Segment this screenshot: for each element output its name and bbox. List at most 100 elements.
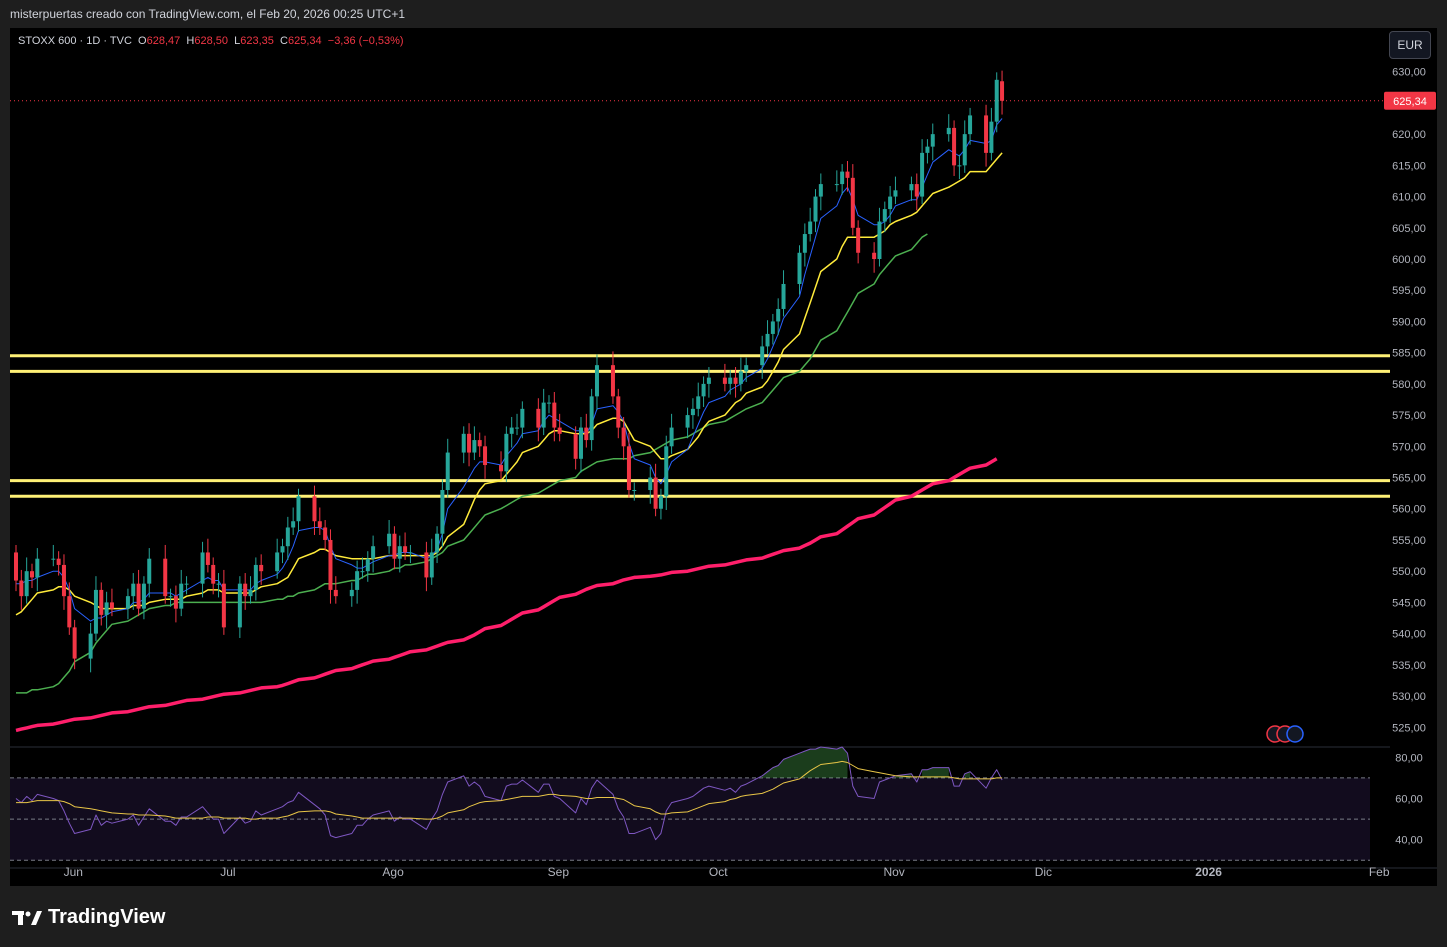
- candle-body: [216, 583, 221, 585]
- price-axis-label: 535,00: [1392, 660, 1426, 672]
- low-value: 623,35: [240, 35, 274, 47]
- chart-canvas[interactable]: 635,00630,00625,00620,00615,00610,00605,…: [10, 28, 1437, 886]
- candle-body: [445, 452, 450, 491]
- price-axis-label: 550,00: [1392, 566, 1426, 578]
- candle-body: [141, 583, 146, 609]
- ema-fast-line: [16, 118, 1003, 622]
- candle-body: [946, 127, 951, 135]
- price-axis-label: 570,00: [1392, 441, 1426, 453]
- candle-body: [285, 527, 290, 547]
- time-axis-label: Dic: [1035, 865, 1052, 879]
- price-axis-label: 565,00: [1392, 473, 1426, 485]
- price-axis-label: 555,00: [1392, 535, 1426, 547]
- candle-body: [914, 184, 919, 197]
- candle-body: [930, 134, 935, 147]
- price-axis-label: 610,00: [1392, 192, 1426, 204]
- candle-body: [872, 252, 877, 260]
- candle-body: [179, 583, 184, 609]
- price-axis-label: 580,00: [1392, 379, 1426, 391]
- symbol-legend: STOXX 600 · 1D · TVC O628,47 H628,50 L62…: [18, 35, 404, 47]
- candle-body: [776, 308, 781, 322]
- rsi-line: [15, 746, 1003, 841]
- candle-body: [253, 564, 258, 590]
- candle-body: [24, 571, 29, 597]
- tradingview-logo[interactable]: TradingView: [12, 906, 165, 929]
- candle-body: [461, 433, 466, 453]
- candle-body: [440, 490, 445, 534]
- candle-body: [205, 552, 210, 565]
- candle-body: [328, 539, 333, 590]
- time-axis-label: Feb: [1369, 865, 1390, 879]
- sma-long-line: [15, 457, 998, 733]
- price-axis-label: 605,00: [1392, 223, 1426, 235]
- currency-button[interactable]: EUR: [1389, 31, 1431, 59]
- candle-body: [387, 533, 392, 547]
- candle-body: [733, 377, 738, 384]
- price-axis-label: 545,00: [1392, 597, 1426, 609]
- candle-body: [664, 446, 669, 497]
- candle-body: [499, 465, 504, 472]
- candle-body: [626, 446, 631, 491]
- candle-body: [696, 396, 701, 409]
- candle-body: [467, 433, 472, 453]
- high-label: H: [186, 35, 195, 47]
- candle-body: [93, 589, 98, 634]
- candle-body: [365, 558, 370, 572]
- price-axis-label: 630,00: [1392, 67, 1426, 79]
- candle-body: [371, 546, 376, 559]
- candle-body: [61, 564, 66, 597]
- candle-body: [333, 589, 338, 597]
- candle-body: [994, 79, 999, 122]
- candle-body: [834, 184, 839, 186]
- candle-body: [104, 602, 109, 615]
- chart-caption: misterpuertas creado con TradingView.com…: [10, 7, 405, 21]
- candle-body: [744, 365, 749, 372]
- chart-panel[interactable]: 635,00630,00625,00620,00615,00610,00605,…: [10, 28, 1437, 886]
- candle-body: [88, 633, 93, 659]
- candle-body: [552, 402, 557, 428]
- candle-body: [589, 396, 594, 441]
- candle-body: [291, 521, 296, 528]
- candle-body: [957, 165, 962, 167]
- candle-body: [14, 552, 18, 581]
- candle-body: [547, 402, 551, 404]
- candle-body: [701, 383, 706, 397]
- rsi-axis-label: 80,00: [1395, 752, 1423, 764]
- candle-body: [147, 558, 152, 584]
- candle-body: [669, 427, 674, 447]
- price-axis-label: 590,00: [1392, 316, 1426, 328]
- open-value: 628,47: [146, 35, 181, 47]
- candle-body: [72, 627, 77, 659]
- rsi-overbought-fill: [762, 747, 848, 778]
- time-axis-label: Oct: [709, 865, 728, 879]
- candle-body: [163, 558, 168, 597]
- candle-body: [312, 496, 317, 522]
- candle-body: [184, 583, 189, 585]
- candle-body: [392, 533, 397, 559]
- rsi-axis-label: 60,00: [1395, 794, 1423, 806]
- candle-body: [29, 571, 34, 578]
- rsi-overbought-fill: [922, 767, 949, 778]
- candle-body: [909, 184, 914, 191]
- candle-body: [850, 177, 855, 228]
- candle-body: [131, 583, 136, 597]
- candle-body: [952, 127, 957, 166]
- candle-body: [808, 221, 813, 235]
- candle-body: [818, 184, 823, 197]
- time-axis-label: Ago: [382, 865, 404, 879]
- candle-body: [653, 477, 658, 509]
- candle-body: [802, 234, 807, 253]
- time-axis-label: Jul: [220, 865, 235, 879]
- candle-body: [632, 490, 637, 492]
- candle-body: [504, 433, 509, 472]
- time-axis-label: Jun: [64, 865, 83, 879]
- symbol-name[interactable]: STOXX 600 · 1D · TVC: [18, 35, 132, 47]
- candle-body: [221, 583, 226, 628]
- candle-body: [435, 533, 440, 553]
- candle-body: [877, 221, 882, 260]
- candle-body: [584, 427, 589, 441]
- candle-body: [19, 580, 24, 597]
- low-label: L: [234, 35, 241, 47]
- price-axis-label: 600,00: [1392, 254, 1426, 266]
- price-axis-label: 575,00: [1392, 410, 1426, 422]
